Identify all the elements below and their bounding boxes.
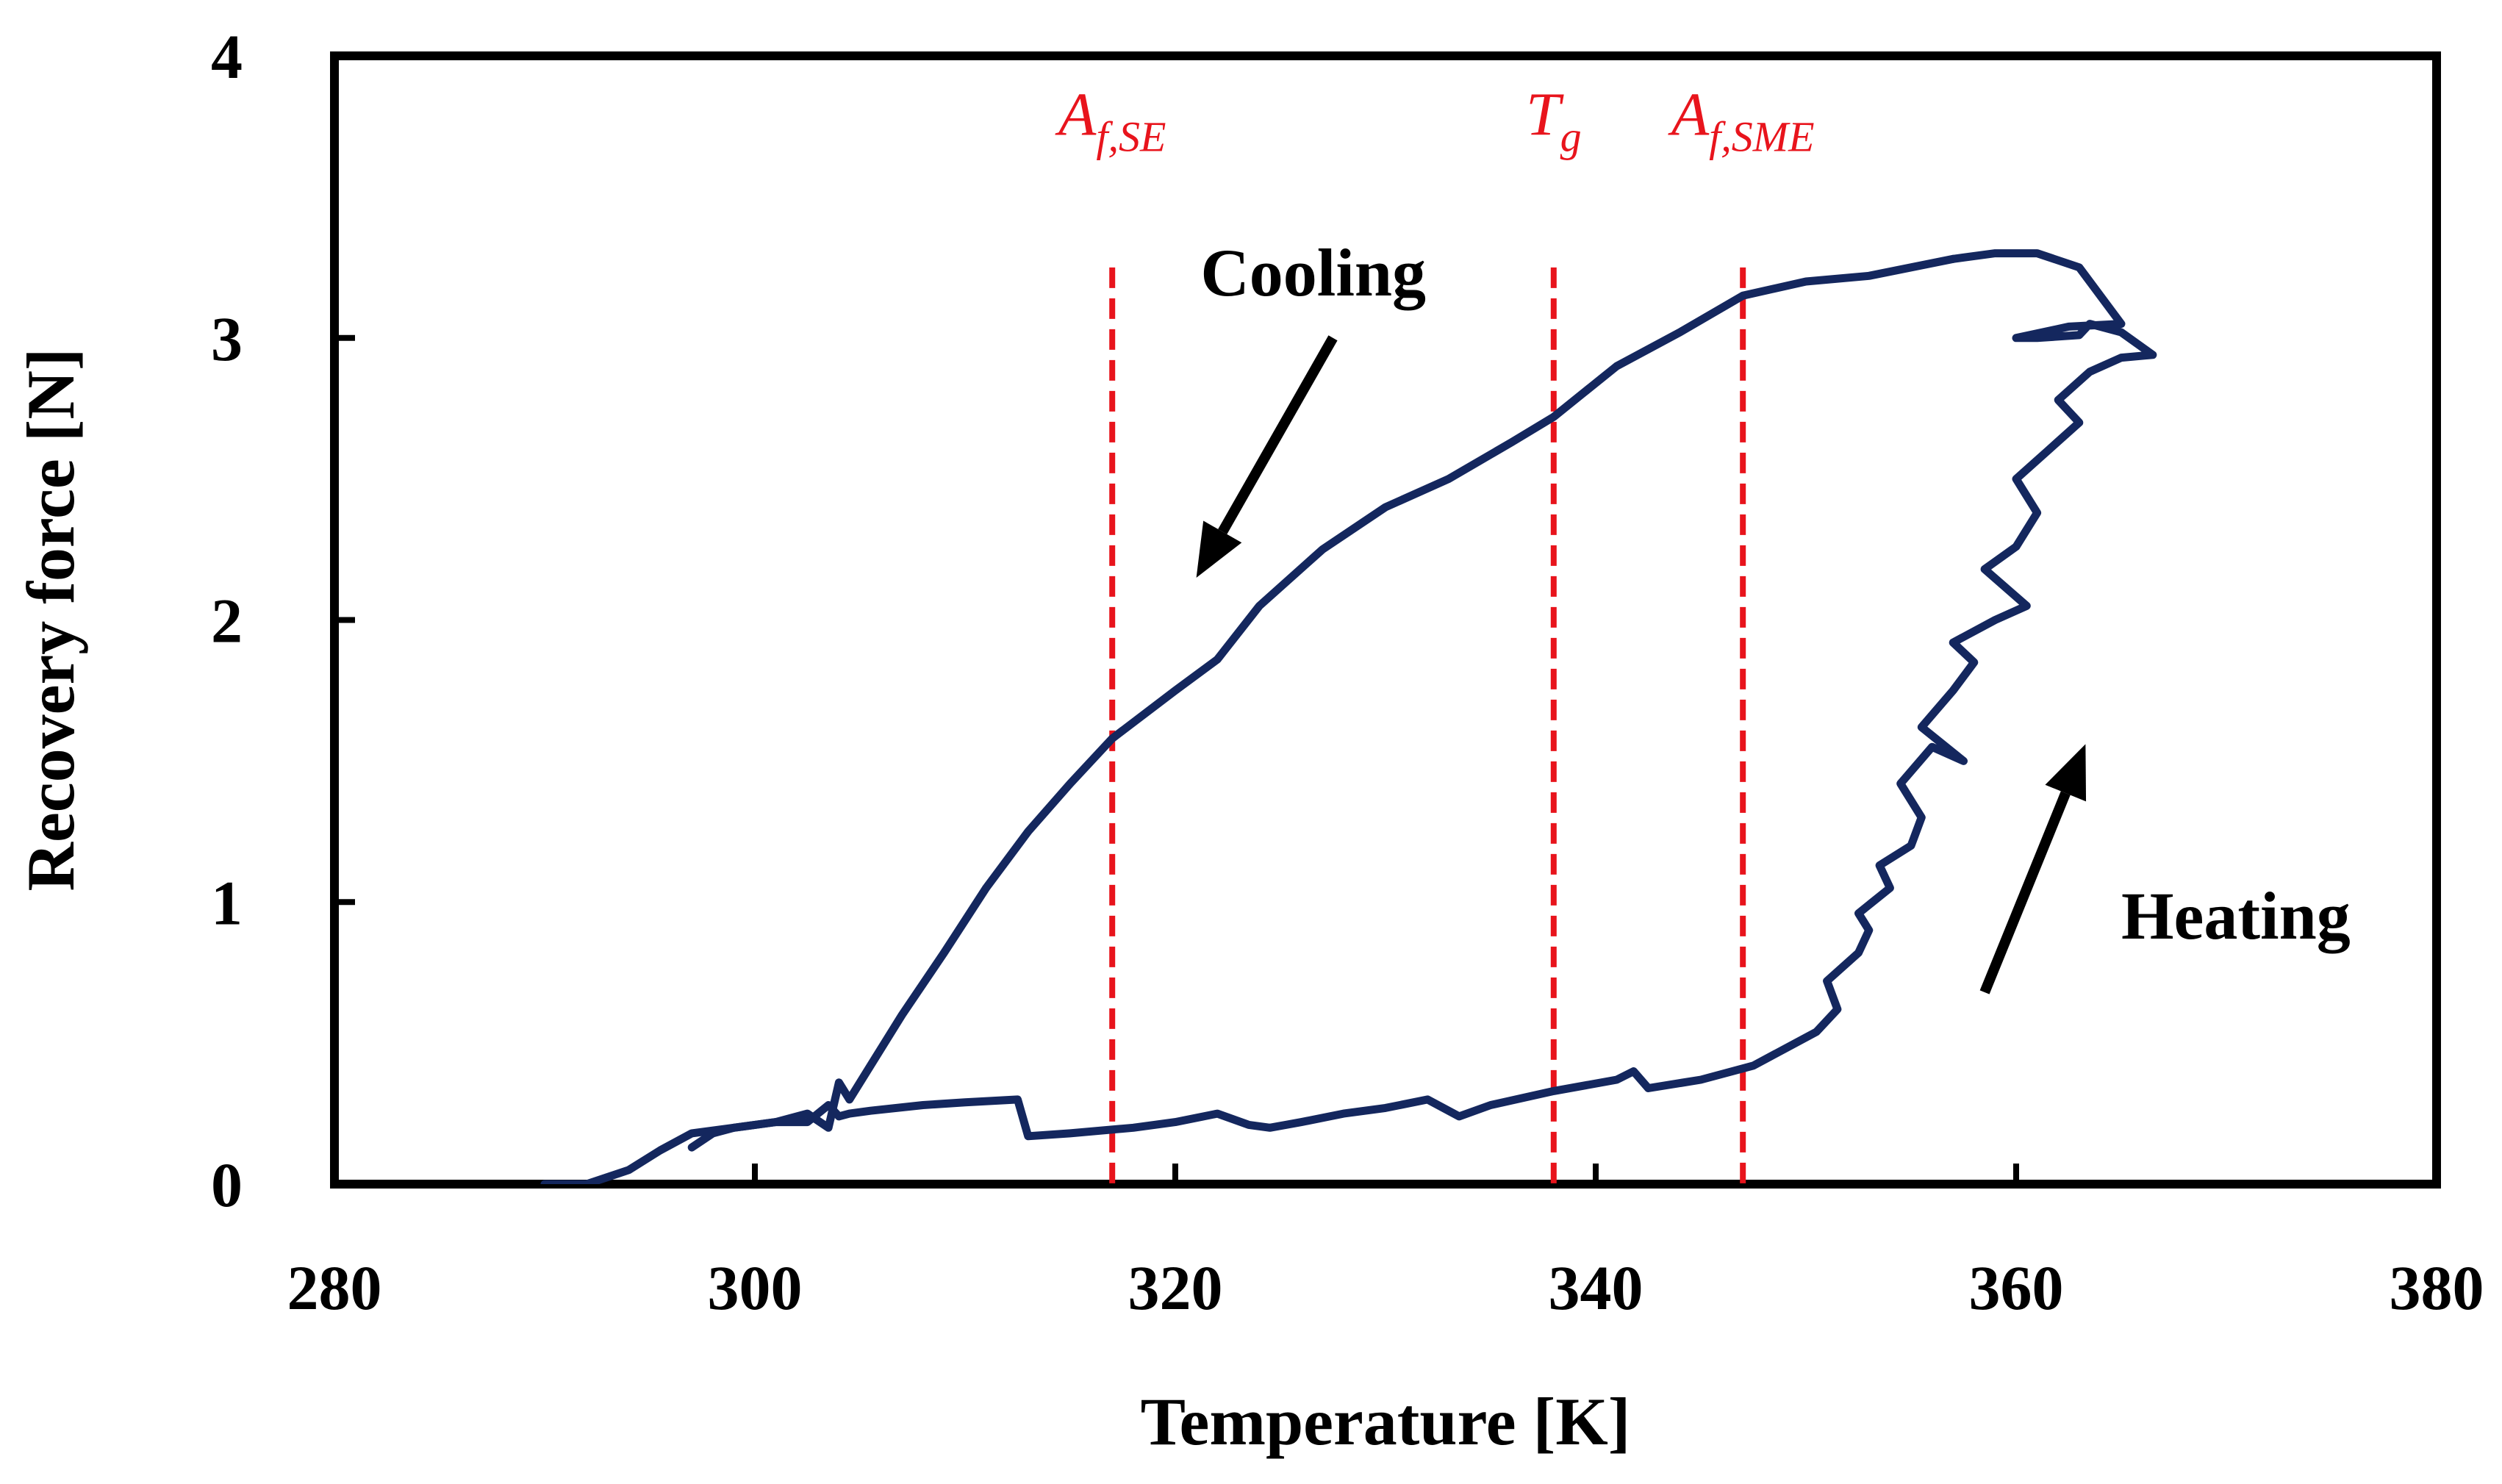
annotations: Cooling Heating [1196,235,2351,994]
x-ticks: 280 300 320 340 360 380 [287,1164,2484,1323]
marker-label-sub: g [1560,112,1582,160]
marker-label: Af,SME [1668,80,1815,160]
heating-arrow-shaft [1979,791,2071,994]
series-group [540,249,2157,1184]
series-line-heating [540,249,2157,1184]
x-tick-label: 360 [1969,1252,2064,1323]
marker-label-main: A [1668,80,1710,148]
marker-label-main: T [1526,80,1564,148]
marker-label-sub: f,SME [1709,112,1814,160]
y-ticks: 0 1 2 3 4 [211,21,355,1220]
y-tick-label: 1 [211,867,243,938]
y-tick-label: 2 [211,586,243,656]
marker-label-main: A [1055,80,1097,148]
y-tick-label: 4 [211,21,243,92]
marker-label: Tg [1526,80,1582,160]
x-tick-label: 280 [287,1252,382,1323]
cooling-arrow-head [1196,520,1242,578]
x-tick-label: 300 [708,1252,803,1323]
cooling-label: Cooling [1200,235,1426,310]
x-tick-label: 380 [2390,1252,2484,1323]
series-line-cooling [687,254,1957,1152]
cooling-arrow-shaft [1218,335,1338,534]
x-tick-label: 340 [1549,1252,1643,1323]
marker-label-sub: f,SE [1096,112,1166,160]
heating-label: Heating [2121,878,2351,953]
y-tick-label: 3 [211,304,243,374]
plot-frame [330,51,2441,1189]
x-axis-title: Temperature [K] [1141,1384,1631,1459]
y-axis-title: Recovery force [N] [13,348,88,892]
x-tick-label: 320 [1128,1252,1223,1323]
marker-label: Af,SE [1055,80,1166,160]
y-tick-label: 0 [211,1150,243,1220]
vertical-markers: Af,SE Tg Af,SME [1055,80,1815,1184]
heating-arrow-head [2045,744,2087,802]
